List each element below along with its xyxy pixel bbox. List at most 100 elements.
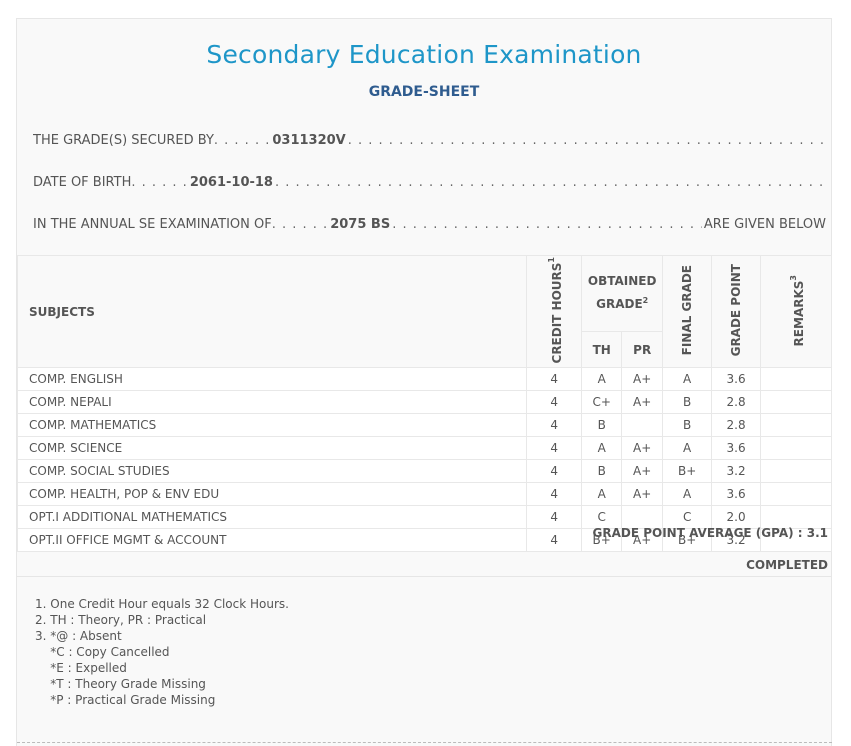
dashed-divider [17,742,832,743]
info-date-of-birth: DATE OF BIRTH 2061-10-18 [33,175,826,190]
subject-cell: OPT.I ADDITIONAL MATHEMATICS [16,505,528,530]
credit-cell: 4 [526,459,583,484]
secured-label: THE GRADE(S) SECURED BY [33,133,214,148]
credit-cell: 4 [526,482,583,507]
pr-header: PR [621,330,664,369]
subject-cell: OPT.II OFFICE MGMT & ACCOUNT [16,528,528,553]
remarks-cell [760,390,832,415]
exam-value: 2075 BS [330,217,391,232]
dob-value: 2061-10-18 [189,175,273,190]
leader-dots [131,175,187,190]
remarks-cell [760,459,832,484]
footnote-item: 3. *@ : Absent [35,629,122,643]
secured-value: 0311320V [272,133,346,148]
exam-label: IN THE ANNUAL SE EXAMINATION OF [33,217,272,232]
th-grade-cell: A [581,367,623,392]
pr-grade-cell: A+ [621,528,664,553]
grades-table-body: COMP. ENGLISH 4 A A+ A 3.6 COMP. NEPALI 4 C+ A+ B 2… [16,367,832,553]
footnotes: 1. One Credit Hour equals 32 Clock Hours… [35,596,289,708]
remarks-header: REMARKS3 [760,254,832,369]
pr-grade-cell [621,413,664,438]
leader-dots [348,133,826,148]
footnote-item: *P : Practical Grade Missing [35,693,216,707]
leader-dots [214,133,270,148]
subject-cell: COMP. MATHEMATICS [16,413,528,438]
th-grade-cell: A [581,482,623,507]
credit-cell: 4 [526,367,583,392]
table-row: COMP. SOCIAL STUDIES 4 B A+ B+ 3.2 [16,459,832,484]
table-row: COMP. ENGLISH 4 A A+ A 3.6 [16,367,832,392]
grade-point-cell: 3.6 [711,436,762,461]
gpa-text: GRADE POINT AVERAGE (GPA) : 3.1 [592,526,829,540]
grade-point-cell: 3.2 [711,528,762,553]
grade-point-cell: 2.8 [711,413,762,438]
dob-label: DATE OF BIRTH [33,175,132,190]
subject-cell: COMP. HEALTH, POP & ENV EDU [16,482,528,507]
table-row: COMP. SCIENCE 4 A A+ A 3.6 [16,436,832,461]
leader-dots [272,217,328,232]
remarks-cell [760,482,832,507]
grade-point-cell: 3.6 [711,482,762,507]
footnote-item: *C : Copy Cancelled [35,645,170,659]
final-grade-cell: B [662,413,713,438]
grade-point-cell: 3.6 [711,367,762,392]
grade-point-cell: 2.8 [711,390,762,415]
final-grade-cell: B+ [662,528,713,553]
subject-cell: COMP. ENGLISH [16,367,528,392]
th-grade-cell: C+ [581,390,623,415]
grade-point-header: GRADE POINT [711,254,762,369]
pr-grade-cell: A+ [621,459,664,484]
subject-cell: COMP. SOCIAL STUDIES [16,459,528,484]
obtained-grade-header: OBTAINED GRADE2 [581,255,664,332]
credit-cell: 4 [526,436,583,461]
credit-cell: 4 [526,390,583,415]
grade-sheet: Secondary Education Examination GRADE-SH… [16,18,832,746]
table-row: OPT.II OFFICE MGMT & ACCOUNT 4 B+ A+ B+ 3.2 [16,528,832,553]
footnote-item: 2. TH : Theory, PR : Practical [35,613,207,627]
exam-tail: ARE GIVEN BELOW [703,217,826,232]
grade-point-cell: 3.2 [711,459,762,484]
page-title: Secondary Education Examination [206,40,642,69]
table-row: COMP. HEALTH, POP & ENV EDU 4 A A+ A 3.6 [16,482,832,507]
th-grade-cell: B [581,413,623,438]
remarks-cell [760,436,832,461]
remarks-cell [760,367,832,392]
pr-grade-cell: A+ [621,367,664,392]
credit-cell: 4 [526,413,583,438]
info-exam: IN THE ANNUAL SE EXAMINATION OF 2075 BS … [33,217,826,232]
remarks-cell [760,413,832,438]
page-subtitle: GRADE-SHEET [368,84,480,100]
table-row: COMP. NEPALI 4 C+ A+ B 2.8 [16,390,832,415]
subjects-header: SUBJECTS [16,254,528,369]
table-row: COMP. MATHEMATICS 4 B B 2.8 [16,413,832,438]
credit-cell: 4 [526,505,583,530]
table-row: OPT.I ADDITIONAL MATHEMATICS 4 C C 2.0 [16,505,832,530]
th-header: TH [581,330,623,369]
grade-point-cell: 2.0 [711,505,762,530]
info-secured-by: THE GRADE(S) SECURED BY 0311320V [33,133,826,148]
grades-table: SUBJECTS CREDIT HOURS1 OBTAINED GRADE2 F… [16,254,832,553]
final-grade-cell: A [662,482,713,507]
remarks-cell [760,528,832,553]
pr-grade-cell: A+ [621,482,664,507]
th-grade-cell: B [581,459,623,484]
leader-dots [275,175,826,190]
credit-hours-header: CREDIT HOURS1 [526,254,583,369]
final-grade-cell: B+ [662,459,713,484]
divider [17,576,832,577]
footnote-item: *T : Theory Grade Missing [35,677,206,691]
final-grade-header: FINAL GRADE [662,254,713,369]
subject-cell: COMP. NEPALI [16,390,528,415]
th-grade-cell: A [581,436,623,461]
final-grade-cell: A [662,436,713,461]
leader-dots [392,217,702,232]
result-status: COMPLETED [746,558,828,572]
subject-cell: COMP. SCIENCE [16,436,528,461]
footnote-item: 1. One Credit Hour equals 32 Clock Hours… [35,597,289,611]
pr-grade-cell: A+ [621,390,664,415]
pr-grade-cell: A+ [621,436,664,461]
credit-cell: 4 [526,528,583,553]
final-grade-cell: A [662,367,713,392]
final-grade-cell: B [662,390,713,415]
footnote-item: *E : Expelled [35,661,127,675]
